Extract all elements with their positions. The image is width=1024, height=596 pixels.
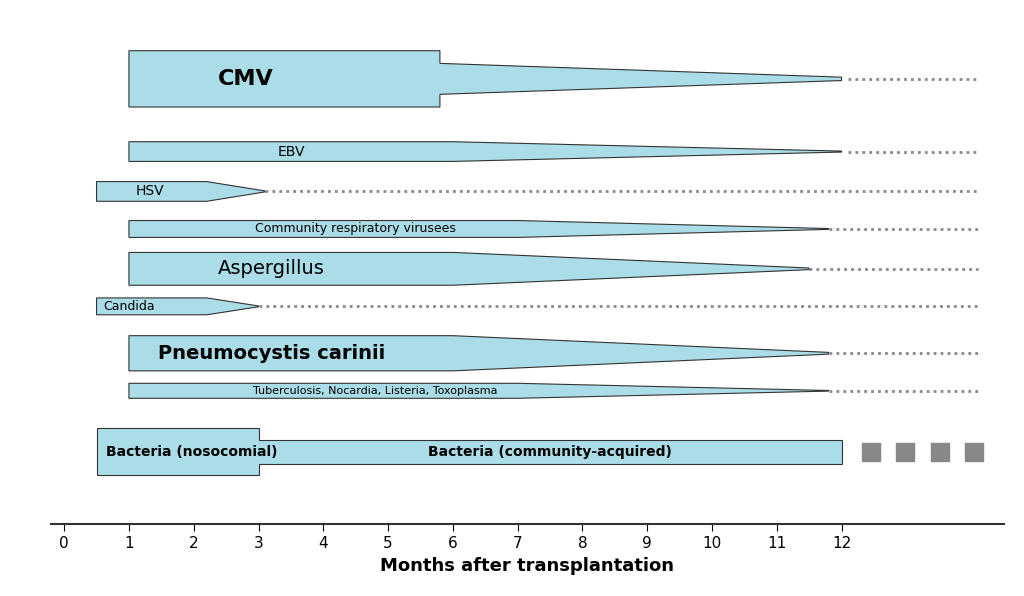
Text: Aspergillus: Aspergillus [218, 259, 325, 278]
Text: HSV: HSV [135, 184, 164, 198]
Polygon shape [129, 383, 828, 398]
Point [862, 447, 879, 457]
Polygon shape [96, 298, 258, 315]
Polygon shape [129, 336, 828, 371]
Text: Bacteria (nosocomial): Bacteria (nosocomial) [106, 445, 278, 459]
Text: Candida: Candida [103, 300, 155, 313]
Text: EBV: EBV [278, 145, 305, 159]
Polygon shape [96, 429, 842, 475]
Polygon shape [129, 221, 828, 237]
Point [897, 447, 913, 457]
Text: CMV: CMV [218, 69, 273, 89]
Text: Pneumocystis carinii: Pneumocystis carinii [158, 344, 385, 363]
Polygon shape [129, 253, 809, 285]
Point [967, 447, 983, 457]
Polygon shape [129, 142, 842, 162]
Text: Community respiratory virusees: Community respiratory virusees [255, 222, 456, 235]
Polygon shape [96, 182, 265, 201]
Text: Tuberculosis, Nocardia, Listeria, Toxoplasma: Tuberculosis, Nocardia, Listeria, Toxopl… [253, 386, 498, 396]
X-axis label: Months after transplantation: Months after transplantation [380, 557, 675, 575]
Polygon shape [129, 51, 842, 107]
Text: Bacteria (community-acquired): Bacteria (community-acquired) [428, 445, 672, 459]
Point [932, 447, 948, 457]
